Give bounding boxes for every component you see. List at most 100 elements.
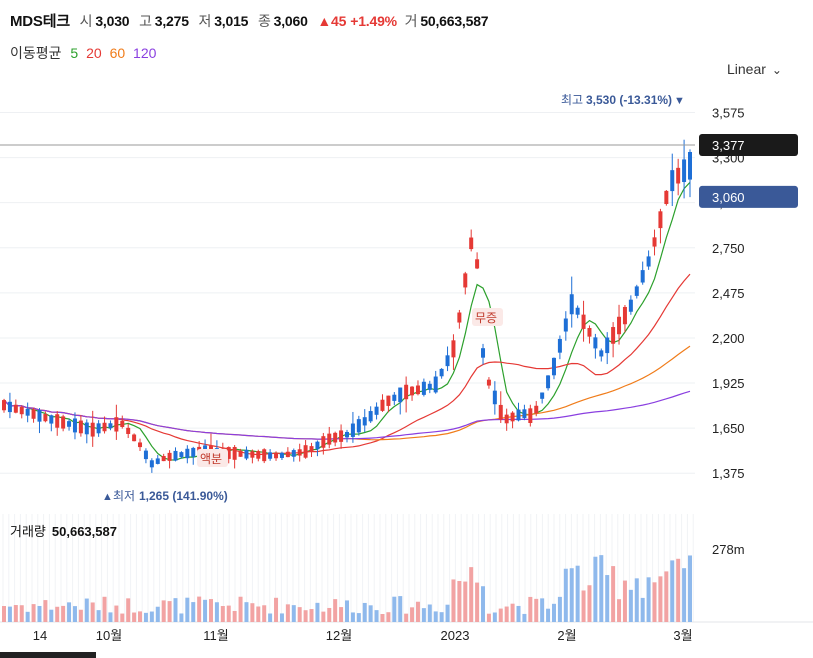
candle-body	[415, 385, 420, 395]
stock-name: MDS테크	[10, 13, 70, 30]
candle-body	[279, 452, 284, 458]
candle-body	[563, 318, 568, 332]
candle-body	[410, 386, 415, 396]
candle-body	[55, 414, 60, 428]
candle-body	[475, 259, 480, 269]
candle-body	[593, 337, 598, 349]
volume-bar	[72, 606, 77, 622]
volume-bar	[492, 612, 497, 622]
candle-body	[664, 190, 669, 205]
price-tags: 3,377 3,060	[0, 133, 798, 208]
crosshair-price-tag	[699, 133, 798, 156]
volume-bar	[605, 575, 610, 622]
candle-body	[581, 314, 586, 329]
volume-bar	[498, 608, 503, 622]
volume-bar	[102, 596, 107, 622]
ma-60-label[interactable]: 60	[109, 45, 126, 61]
volume-bar	[345, 600, 349, 622]
ma-60-line	[3, 345, 691, 441]
candle-body	[652, 237, 657, 247]
volume-bar	[214, 602, 219, 622]
volume-bar	[445, 604, 450, 622]
time-axis: 14 10월 11월 12월 2023 2월 3월	[33, 628, 693, 643]
x-tick-label: 3월	[673, 628, 692, 643]
volume-bar	[108, 612, 113, 622]
candle-body	[161, 455, 166, 462]
ma-120-label[interactable]: 120	[133, 45, 157, 61]
volume-bar	[587, 585, 592, 622]
low-annotation-value: 1,265 (141.90%)	[139, 489, 228, 503]
volume-bar	[433, 611, 438, 622]
price-axis: 3,5753,3003,0252,7502,4752,2001,9251,650…	[712, 105, 745, 557]
volume-bar	[350, 612, 355, 622]
candle-body	[2, 400, 6, 411]
candle-body	[575, 307, 580, 315]
volume-bar	[114, 605, 119, 622]
volume-bar	[2, 606, 6, 622]
candle-body	[232, 446, 237, 460]
volume-bar	[84, 598, 89, 622]
volume-bar	[78, 609, 83, 622]
volume-bar	[256, 606, 261, 622]
volume-bar	[226, 605, 231, 622]
candle-body	[345, 431, 349, 438]
volume-bar	[13, 605, 18, 622]
volume-bar	[274, 597, 279, 622]
candle-body	[510, 412, 515, 422]
candle-body	[404, 384, 409, 400]
candle-body	[646, 256, 651, 267]
low-label: 저	[198, 13, 212, 29]
chevron-down-icon: ⌄	[771, 63, 782, 77]
candle-body	[132, 434, 137, 442]
volume-bar	[392, 596, 397, 622]
volume-bar	[575, 565, 580, 622]
candle-body	[356, 419, 361, 433]
candle-body	[96, 423, 101, 434]
candle-body	[250, 451, 255, 458]
volume-bar	[339, 607, 344, 622]
candle-body	[61, 416, 66, 429]
candle-body	[167, 452, 172, 461]
candle-body	[78, 420, 83, 434]
candle-body	[143, 450, 148, 460]
candle-body	[569, 294, 574, 315]
candle-body	[238, 450, 243, 457]
candle-body	[102, 422, 107, 432]
candle-body	[179, 452, 184, 458]
volume-bar	[646, 577, 651, 622]
volume-bar	[197, 596, 202, 622]
crosshair-price-label: 3,377	[712, 138, 745, 153]
candle-body	[380, 399, 385, 411]
volume-title-value: 50,663,587	[51, 524, 117, 539]
candle-body	[658, 211, 663, 229]
candle-body	[682, 159, 687, 183]
volume-bar	[291, 605, 296, 622]
open-label: 시	[79, 13, 93, 29]
volume-bar	[220, 606, 225, 622]
volume-bar	[404, 613, 409, 622]
volume-bar	[622, 580, 627, 622]
candle-body	[551, 357, 556, 376]
scroll-handle[interactable]	[0, 652, 96, 658]
ma-5-label[interactable]: 5	[70, 45, 79, 61]
candle-body	[504, 414, 509, 424]
candle-body	[486, 379, 491, 386]
ma-20-label[interactable]: 20	[86, 45, 102, 61]
scale-selector[interactable]: Linear ⌄	[727, 61, 782, 77]
volume-bar	[285, 604, 290, 622]
volume-bar	[486, 613, 491, 622]
volume-bar	[31, 604, 36, 622]
candle-body	[492, 390, 497, 405]
candle-body	[587, 327, 592, 337]
volume-bar	[510, 603, 515, 622]
volume-bar	[451, 579, 456, 622]
candle-body	[634, 286, 639, 296]
volume-bar	[268, 613, 273, 622]
x-tick-label: 11월	[203, 628, 228, 643]
candle-body	[285, 451, 290, 458]
volume-bar	[167, 601, 172, 622]
volume-bar	[469, 567, 474, 622]
volume-bar	[593, 556, 598, 622]
candle-body	[688, 151, 692, 180]
